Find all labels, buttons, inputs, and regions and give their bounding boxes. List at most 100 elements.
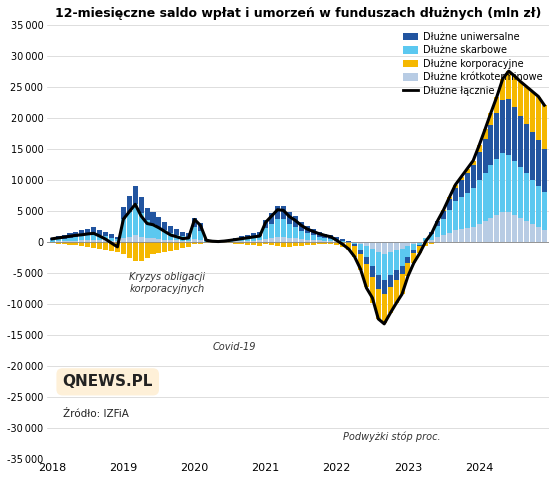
Bar [174, 235, 179, 240]
Bar [168, 242, 173, 251]
Bar [441, 218, 446, 235]
Bar [80, 230, 85, 236]
Bar [423, 242, 428, 246]
Bar [316, 237, 321, 240]
Bar [56, 241, 61, 242]
Bar [352, 246, 357, 257]
Bar [488, 125, 494, 165]
Bar [240, 241, 245, 242]
Bar [234, 240, 239, 241]
Bar [227, 242, 232, 243]
Bar [85, 242, 90, 247]
Bar [447, 199, 452, 210]
Bar [329, 241, 334, 242]
Bar [222, 240, 227, 241]
Bar [251, 237, 256, 240]
Bar [198, 242, 203, 244]
Bar [394, 280, 399, 303]
Bar [453, 230, 458, 242]
Bar [67, 241, 72, 242]
Bar [151, 242, 156, 254]
Bar [227, 241, 232, 242]
Bar [186, 233, 191, 237]
Bar [429, 234, 434, 240]
Bar [263, 228, 268, 239]
Text: Kryzys obligacji
korporacyjnych: Kryzys obligacji korporacyjnych [130, 272, 205, 294]
Bar [251, 233, 256, 237]
Bar [411, 250, 416, 253]
Bar [67, 238, 72, 241]
Bar [245, 242, 250, 245]
Bar [388, 252, 393, 275]
Bar [281, 205, 286, 219]
Bar [275, 205, 280, 219]
Bar [103, 236, 108, 240]
Bar [400, 249, 405, 265]
Bar [156, 242, 161, 253]
Bar [459, 197, 464, 229]
Bar [346, 242, 351, 250]
Bar [245, 238, 250, 241]
Bar [500, 153, 505, 212]
Bar [476, 224, 481, 242]
Bar [334, 241, 339, 242]
Bar [311, 242, 316, 245]
Bar [269, 238, 274, 242]
Bar [85, 235, 90, 240]
Bar [423, 238, 428, 239]
Bar [109, 242, 114, 251]
Bar [73, 240, 78, 242]
Bar [364, 264, 369, 288]
Bar [67, 233, 72, 238]
Bar [305, 226, 310, 233]
Bar [476, 152, 481, 180]
Bar [524, 173, 529, 221]
Bar [299, 222, 304, 231]
Bar [488, 218, 494, 242]
Bar [198, 230, 203, 240]
Bar [388, 288, 393, 313]
Bar [470, 227, 476, 242]
Bar [121, 242, 126, 254]
Bar [263, 220, 268, 228]
Bar [542, 148, 547, 192]
Bar [121, 219, 126, 238]
Bar [162, 222, 167, 230]
Bar [103, 240, 108, 242]
Bar [85, 240, 90, 242]
Bar [73, 242, 78, 245]
Bar [80, 240, 85, 242]
Bar [240, 242, 245, 244]
Bar [234, 241, 239, 242]
Bar [103, 242, 108, 250]
Bar [388, 275, 393, 288]
Bar [488, 113, 494, 125]
Bar [180, 241, 185, 242]
Bar [127, 242, 132, 258]
Bar [198, 223, 203, 230]
Bar [251, 242, 256, 245]
Bar [127, 212, 132, 237]
Bar [299, 231, 304, 239]
Bar [334, 240, 339, 241]
Bar [275, 242, 280, 246]
Bar [133, 204, 138, 235]
Bar [418, 243, 423, 245]
Bar [400, 265, 405, 274]
Bar [222, 241, 227, 242]
Bar [192, 242, 197, 244]
Bar [530, 224, 535, 242]
Bar [251, 240, 256, 242]
Bar [470, 188, 476, 227]
Bar [91, 240, 96, 242]
Bar [80, 236, 85, 240]
Bar [316, 232, 321, 237]
Bar [483, 129, 488, 139]
Bar [405, 242, 410, 246]
Bar [465, 192, 470, 228]
Bar [340, 241, 345, 242]
Bar [459, 229, 464, 242]
Bar [109, 238, 114, 240]
Bar [435, 221, 440, 226]
Bar [500, 212, 505, 242]
